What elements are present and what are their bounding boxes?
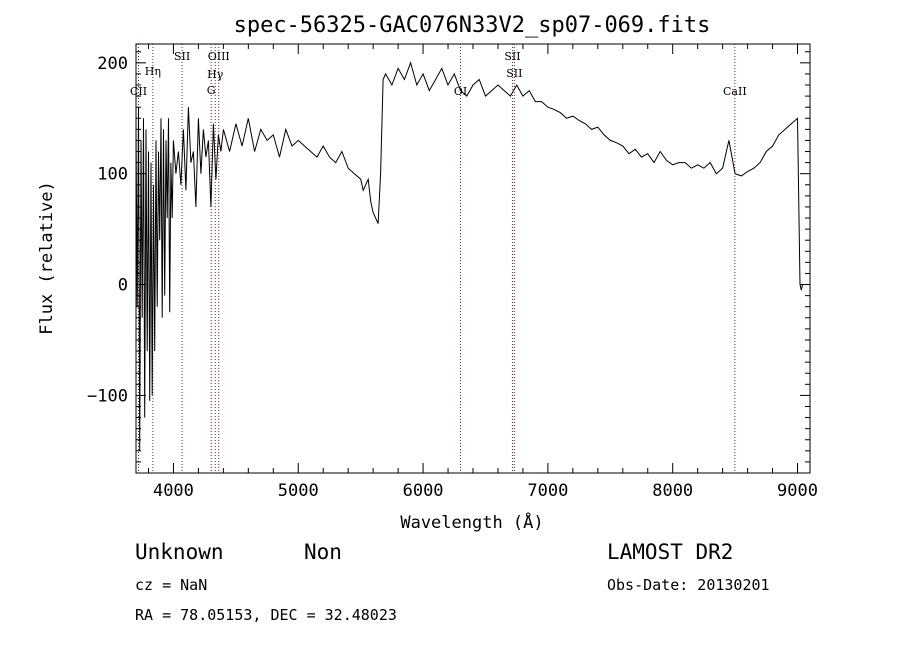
line-label-9: CaII [723,85,747,98]
line-label-5: G [207,84,216,97]
x-axis-ticks: 4000 5000 6000 7000 8000 9000 [147,44,818,501]
line-label-8: SII [506,67,522,80]
y-tick-label: 0 [118,276,128,296]
x-tick-label: 8000 [652,481,693,501]
spectrum-series [136,61,803,451]
y-tick-label: −100 [87,386,128,406]
x-tick-label: 9000 [777,481,818,501]
object-class: Unknown [135,540,224,564]
spectral-line-labels: CII Hη SII OIII Hγ G OI SII SII CaII [130,50,747,98]
y-tick-label: 100 [97,165,128,185]
chart-title: spec-56325-GAC076N33V2_sp07-069.fits [234,13,711,38]
y-axis-ticks: −100 0 100 200 [87,51,810,463]
line-label-0: CII [130,85,147,98]
line-label-1: Hη [145,65,161,78]
x-tick-label: 6000 [403,481,444,501]
obs-date: Obs-Date: 20130201 [607,576,770,594]
line-label-6: OI [454,85,467,98]
y-tick-label: 200 [97,54,128,74]
object-subclass: Non [304,540,342,564]
spectral-line-markers [137,44,736,473]
line-label-2: SII [174,50,190,63]
plot-frame [135,43,811,474]
x-tick-label: 7000 [527,481,568,501]
line-label-3: OIII [208,50,230,63]
line-label-7: SII [504,50,520,63]
spectrum-line [136,61,803,451]
line-label-4: Hγ [207,68,224,81]
x-tick-label: 5000 [278,481,319,501]
y-axis-label: Flux (relative) [37,181,57,335]
ra-dec: RA = 78.05153, DEC = 32.48023 [135,606,397,624]
x-axis-label: Wavelength (Å) [400,511,543,533]
x-tick-label: 4000 [153,481,194,501]
survey-name: LAMOST DR2 [607,540,733,564]
redshift-cz: cz = NaN [135,576,207,594]
